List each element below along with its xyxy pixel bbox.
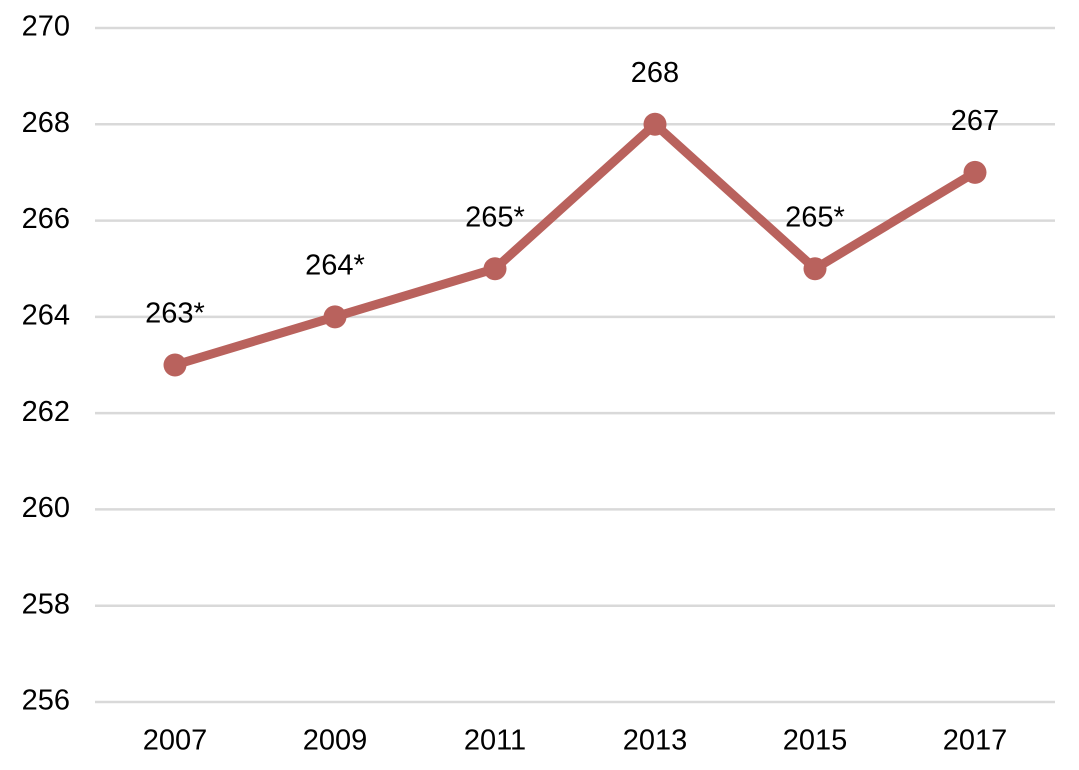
x-tick-label: 2011 [464,725,526,757]
data-label: 265* [465,201,525,233]
x-tick-label: 2009 [303,725,368,757]
gridlines [95,26,1055,704]
series-line [170,119,980,370]
x-tick-label: 2013 [623,725,688,757]
y-tick-label: 258 [22,588,70,620]
series-line-group [163,112,987,377]
data-point [163,353,187,377]
data-labels: 263* 264* 265* 268 265* 267 [145,57,999,330]
y-tick-label: 262 [22,396,70,428]
data-point [643,112,667,136]
data-label: 267 [951,105,999,137]
x-tick-label: 2015 [783,725,848,757]
x-tick-label: 2017 [943,725,1008,757]
y-axis: 256 258 260 262 264 266 268 270 [22,11,70,717]
data-label: 265* [785,201,845,233]
x-axis: 2007 2009 2011 2013 2015 2017 [143,725,1008,757]
data-point [963,160,987,184]
y-tick-label: 266 [22,203,70,235]
data-point [483,257,507,281]
y-tick-label: 268 [22,107,70,139]
x-tick-label: 2007 [143,725,208,757]
y-tick-label: 264 [22,300,70,332]
data-point [323,305,347,329]
data-label: 268 [631,57,679,89]
data-label: 263* [145,298,205,330]
y-tick-label: 256 [22,685,70,717]
y-tick-label: 260 [22,492,70,524]
data-point [803,257,827,281]
data-label: 264* [305,250,365,282]
y-tick-label: 270 [22,11,70,43]
